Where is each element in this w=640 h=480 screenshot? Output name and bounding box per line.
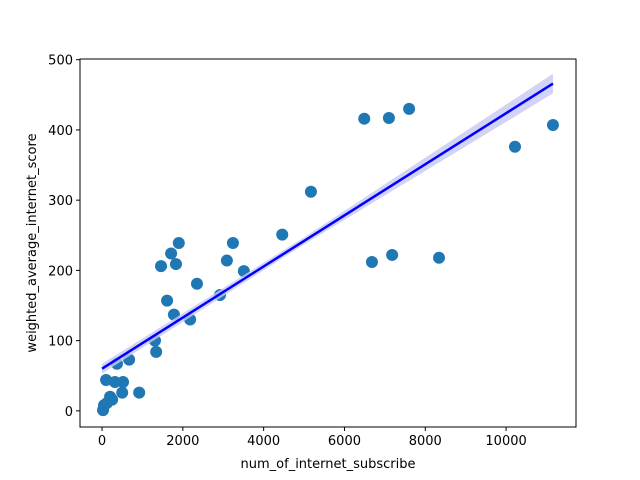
point bbox=[117, 376, 130, 389]
point bbox=[433, 251, 446, 264]
point bbox=[150, 345, 163, 358]
y-tick-label: 200 bbox=[48, 264, 73, 279]
x-tick-label: 2000 bbox=[166, 434, 199, 449]
y-axis-label: weighted_average_internet_score bbox=[25, 133, 40, 352]
point bbox=[133, 386, 146, 399]
y-tick-label: 100 bbox=[48, 335, 73, 350]
plot-frame bbox=[79, 58, 577, 428]
point bbox=[190, 277, 203, 290]
x-tick-label: 10000 bbox=[485, 434, 526, 449]
point bbox=[382, 111, 395, 124]
y-tick-label: 300 bbox=[48, 194, 73, 209]
x-axis-label: num_of_internet_subscribe bbox=[241, 457, 416, 472]
y-tick-label: 400 bbox=[48, 124, 73, 139]
point bbox=[155, 260, 168, 273]
point bbox=[546, 119, 559, 132]
point bbox=[358, 112, 371, 125]
x-tick-label: 0 bbox=[98, 434, 106, 449]
point bbox=[508, 140, 521, 153]
x-tick-label: 8000 bbox=[409, 434, 442, 449]
point bbox=[169, 258, 182, 271]
point bbox=[165, 247, 178, 260]
regression-line bbox=[101, 82, 554, 370]
point bbox=[116, 386, 129, 399]
point bbox=[276, 228, 289, 241]
point bbox=[172, 237, 185, 249]
point bbox=[226, 237, 239, 249]
point bbox=[403, 102, 416, 115]
point bbox=[386, 248, 399, 261]
y-tick-label: 0 bbox=[65, 405, 73, 420]
x-tick-label: 6000 bbox=[328, 434, 361, 449]
confidence-band bbox=[102, 73, 553, 374]
point bbox=[106, 393, 119, 406]
point bbox=[161, 294, 174, 307]
point bbox=[220, 254, 233, 267]
y-tick-label: 500 bbox=[48, 54, 73, 69]
point bbox=[365, 255, 378, 268]
x-tick-label: 4000 bbox=[247, 434, 280, 449]
point bbox=[304, 185, 317, 198]
